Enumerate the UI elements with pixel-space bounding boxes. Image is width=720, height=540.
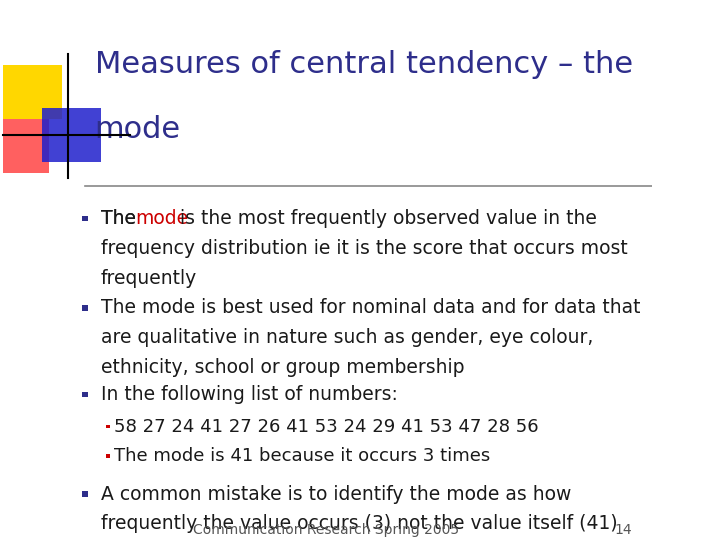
Text: is the most frequently observed value in the: is the most frequently observed value in… <box>174 209 597 228</box>
Text: mode: mode <box>135 209 188 228</box>
Text: In the following list of numbers:: In the following list of numbers: <box>101 384 398 404</box>
Text: ethnicity, school or group membership: ethnicity, school or group membership <box>101 357 464 377</box>
Text: The: The <box>101 209 142 228</box>
FancyBboxPatch shape <box>81 216 88 221</box>
Text: frequently: frequently <box>101 268 197 288</box>
Text: A common mistake is to identify the mode as how: A common mistake is to identify the mode… <box>101 484 572 504</box>
Text: 58 27 24 41 27 26 41 53 24 29 41 53 47 28 56: 58 27 24 41 27 26 41 53 24 29 41 53 47 2… <box>114 417 539 436</box>
FancyBboxPatch shape <box>4 119 49 173</box>
FancyBboxPatch shape <box>81 491 88 497</box>
Text: mode: mode <box>94 115 181 144</box>
FancyBboxPatch shape <box>81 392 88 397</box>
FancyBboxPatch shape <box>42 108 101 162</box>
Text: The mode is best used for nominal data and for data that: The mode is best used for nominal data a… <box>101 298 641 318</box>
FancyBboxPatch shape <box>106 455 110 458</box>
FancyBboxPatch shape <box>4 65 62 119</box>
Text: frequently the value occurs (3) not the value itself (41): frequently the value occurs (3) not the … <box>101 514 618 534</box>
FancyBboxPatch shape <box>81 305 88 310</box>
Text: The mode is 41 because it occurs 3 times: The mode is 41 because it occurs 3 times <box>114 447 490 465</box>
Text: Communication Research Spring 2005: Communication Research Spring 2005 <box>193 523 459 537</box>
Text: 14: 14 <box>615 523 632 537</box>
Text: frequency distribution ie it is the score that occurs most: frequency distribution ie it is the scor… <box>101 239 628 258</box>
FancyBboxPatch shape <box>106 424 110 429</box>
Text: Measures of central tendency – the: Measures of central tendency – the <box>94 50 633 79</box>
Text: are qualitative in nature such as gender, eye colour,: are qualitative in nature such as gender… <box>101 328 593 347</box>
Text: The: The <box>101 209 142 228</box>
